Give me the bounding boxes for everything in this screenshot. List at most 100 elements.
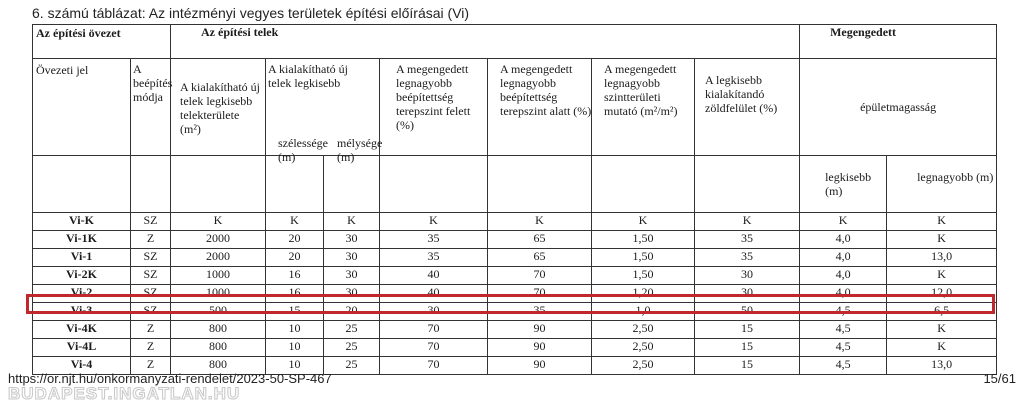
zone-code-cell: Vi-4K bbox=[32, 320, 131, 339]
value-cell: 6,5 bbox=[886, 302, 998, 321]
value-cell: 65 bbox=[487, 248, 592, 267]
value-cell: K bbox=[799, 212, 888, 231]
value-cell: 30 bbox=[323, 284, 380, 303]
value-cell: 40 bbox=[379, 284, 488, 303]
value-cell: 30 bbox=[379, 302, 488, 321]
value-cell: 15 bbox=[693, 320, 801, 339]
value-cell: K bbox=[886, 338, 998, 357]
zone-code-cell: Vi-4L bbox=[32, 338, 131, 357]
value-cell: 10 bbox=[265, 356, 324, 375]
zone-code-cell: Vi-2 bbox=[32, 284, 131, 303]
header-row-1: Az építési telek Megengedett bbox=[32, 24, 998, 59]
value-cell: K bbox=[693, 212, 801, 231]
zone-code-cell: Vi-1 bbox=[32, 248, 131, 267]
value-cell: SZ bbox=[130, 248, 171, 267]
value-cell: 12,0 bbox=[886, 284, 998, 303]
source-url[interactable]: https://or.njt.hu/onkormanyzati-rendelet… bbox=[8, 371, 332, 386]
value-cell: 35 bbox=[487, 302, 592, 321]
table-row: Vi-4K Z 800 10 25 70 90 2,50 15 4,5 K bbox=[32, 320, 998, 339]
building-regulations-table: Az építési telek Megengedett Övezeti jel… bbox=[32, 24, 998, 375]
zone-code-cell: Vi-1K bbox=[32, 230, 131, 249]
value-cell: K bbox=[379, 212, 488, 231]
value-cell: 2000 bbox=[170, 230, 266, 249]
value-cell: SZ bbox=[130, 212, 171, 231]
value-cell: 35 bbox=[379, 230, 488, 249]
value-cell: 4,5 bbox=[799, 356, 888, 375]
table-row: Vi-1K Z 2000 20 30 35 65 1,50 35 4,0 K bbox=[32, 230, 998, 249]
value-cell: 500 bbox=[170, 302, 266, 321]
value-cell: K bbox=[886, 212, 998, 231]
table-row: Vi-K SZ K K K K K K K K K bbox=[32, 212, 998, 231]
value-cell: 20 bbox=[323, 302, 380, 321]
value-cell: 15 bbox=[265, 302, 324, 321]
header-row-2: Övezeti jel A legkisebb kialakítandó zöl… bbox=[32, 58, 998, 156]
min-size-group-label: A kialakítható új telek legkisebb bbox=[268, 62, 348, 90]
value-cell: 10 bbox=[265, 338, 324, 357]
value-cell: 35 bbox=[693, 230, 801, 249]
value-cell: Z bbox=[130, 230, 171, 249]
value-cell: 30 bbox=[693, 266, 801, 285]
value-cell: 35 bbox=[379, 248, 488, 267]
value-cell: 4,5 bbox=[799, 320, 888, 339]
height-group-header: épületmagasság bbox=[799, 58, 998, 156]
value-cell: 30 bbox=[323, 266, 380, 285]
value-cell: Z bbox=[130, 338, 171, 357]
value-cell: K bbox=[323, 212, 380, 231]
value-cell: 90 bbox=[487, 338, 592, 357]
zone-code-header: Övezeti jel bbox=[32, 58, 131, 156]
plot-group-header: Az építési telek bbox=[169, 24, 801, 59]
max-coverage-above-label: A megengedett legnagyobb beépítettség te… bbox=[396, 62, 471, 132]
value-cell: SZ bbox=[130, 266, 171, 285]
zone-group-label: Az építési övezet bbox=[36, 26, 121, 40]
max-coverage-below-label: A megengedett legnagyobb beépítettség te… bbox=[500, 62, 592, 118]
value-cell: 10 bbox=[265, 320, 324, 339]
min-plot-area-header bbox=[170, 58, 266, 156]
value-cell: 2,50 bbox=[591, 338, 695, 357]
max-floor-ratio-label: A megengedett legnagyobb szintterületi m… bbox=[604, 62, 678, 118]
value-cell: K bbox=[886, 266, 998, 285]
value-cell: 13,0 bbox=[886, 356, 998, 375]
value-cell: 70 bbox=[379, 356, 488, 375]
zone-code-cell: Vi-2K bbox=[32, 266, 131, 285]
value-cell: K bbox=[591, 212, 695, 231]
value-cell: K bbox=[170, 212, 266, 231]
value-cell: 15 bbox=[693, 356, 801, 375]
allowed-group-header: Megengedett bbox=[799, 24, 998, 59]
value-cell: 50 bbox=[693, 302, 801, 321]
table-row: Vi-4L Z 800 10 25 70 90 2,50 15 4,5 K bbox=[32, 338, 998, 357]
value-cell: 15 bbox=[693, 338, 801, 357]
value-cell: 1,0 bbox=[591, 302, 695, 321]
value-cell: 70 bbox=[487, 284, 592, 303]
build-mode-label: A beépítés módja bbox=[133, 62, 173, 104]
table-body: Vi-K SZ K K K K K K K K K Vi-1K Z 2000 20 30 35 65 1,50 35 4… bbox=[32, 212, 998, 375]
table-row: Vi-2K SZ 1000 16 30 40 70 1,50 30 4,0 K bbox=[32, 266, 998, 285]
max-coverage-below-header bbox=[487, 58, 592, 156]
table-row: Vi-1 SZ 2000 20 30 35 65 1,50 35 4,0 13,0 bbox=[32, 248, 998, 267]
value-cell: 1000 bbox=[170, 284, 266, 303]
value-cell: 35 bbox=[693, 248, 801, 267]
zone-code-cell: Vi-3 bbox=[32, 302, 131, 321]
value-cell: 1,50 bbox=[591, 248, 695, 267]
value-cell: 13,0 bbox=[886, 248, 998, 267]
value-cell: 70 bbox=[487, 266, 592, 285]
value-cell: 25 bbox=[323, 338, 380, 357]
width-label: szélessége (m) bbox=[278, 136, 328, 164]
value-cell: 1,20 bbox=[591, 284, 695, 303]
value-cell: 70 bbox=[379, 320, 488, 339]
zone-code-cell: Vi-K bbox=[32, 212, 131, 231]
value-cell: 800 bbox=[170, 320, 266, 339]
value-cell: 30 bbox=[323, 248, 380, 267]
table-row: Vi-3 SZ 500 15 20 30 35 1,0 50 4,5 6,5 bbox=[32, 302, 998, 321]
value-cell: 16 bbox=[265, 266, 324, 285]
value-cell: 16 bbox=[265, 284, 324, 303]
value-cell: 4,5 bbox=[799, 302, 888, 321]
table-caption: 6. számú táblázat: Az intézményi vegyes … bbox=[32, 5, 470, 21]
value-cell: 1000 bbox=[170, 266, 266, 285]
height-max-header: legnagyobb (m) bbox=[886, 155, 998, 213]
watermark-logo: BUDAPEST.INGATLAN.HU bbox=[7, 384, 241, 404]
value-cell: 1,50 bbox=[591, 266, 695, 285]
value-cell: 20 bbox=[265, 230, 324, 249]
table-row: Vi-2 SZ 1000 16 30 40 70 1,20 30 4,0 12,0 bbox=[32, 284, 998, 303]
value-cell: SZ bbox=[130, 302, 171, 321]
value-cell: 1,50 bbox=[591, 230, 695, 249]
